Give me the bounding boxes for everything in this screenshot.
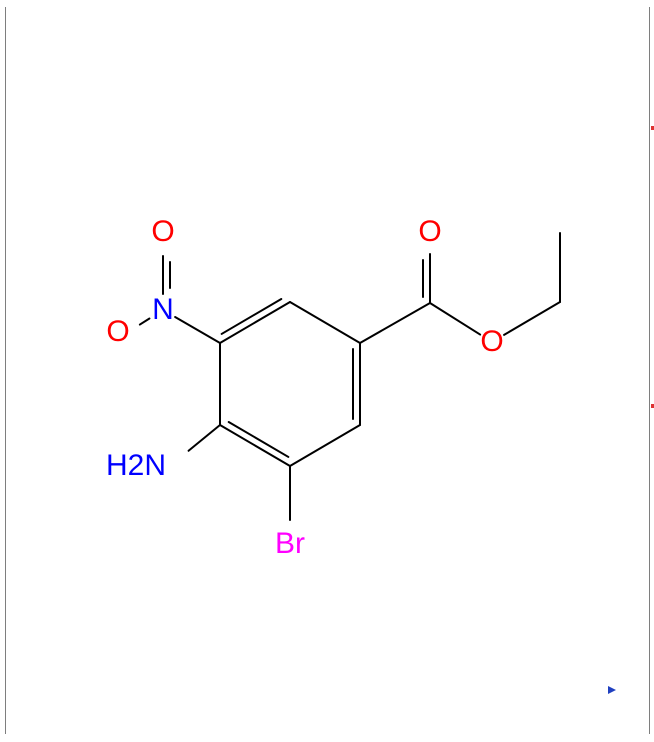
atom-label-oCOd: O	[418, 215, 441, 249]
molecule-structure	[0, 0, 654, 742]
atom-label-oCOe: O	[480, 325, 503, 359]
play-marker-icon	[608, 686, 616, 694]
atom-label-nNH2: H2N	[106, 449, 166, 483]
canvas: NOOH2NBrOO	[0, 0, 654, 742]
atom-label-br: Br	[275, 527, 305, 561]
atom-label-oNOb: O	[106, 315, 129, 349]
atom-label-oNOa: O	[151, 215, 174, 249]
atom-label-nNO2: N	[152, 293, 174, 327]
